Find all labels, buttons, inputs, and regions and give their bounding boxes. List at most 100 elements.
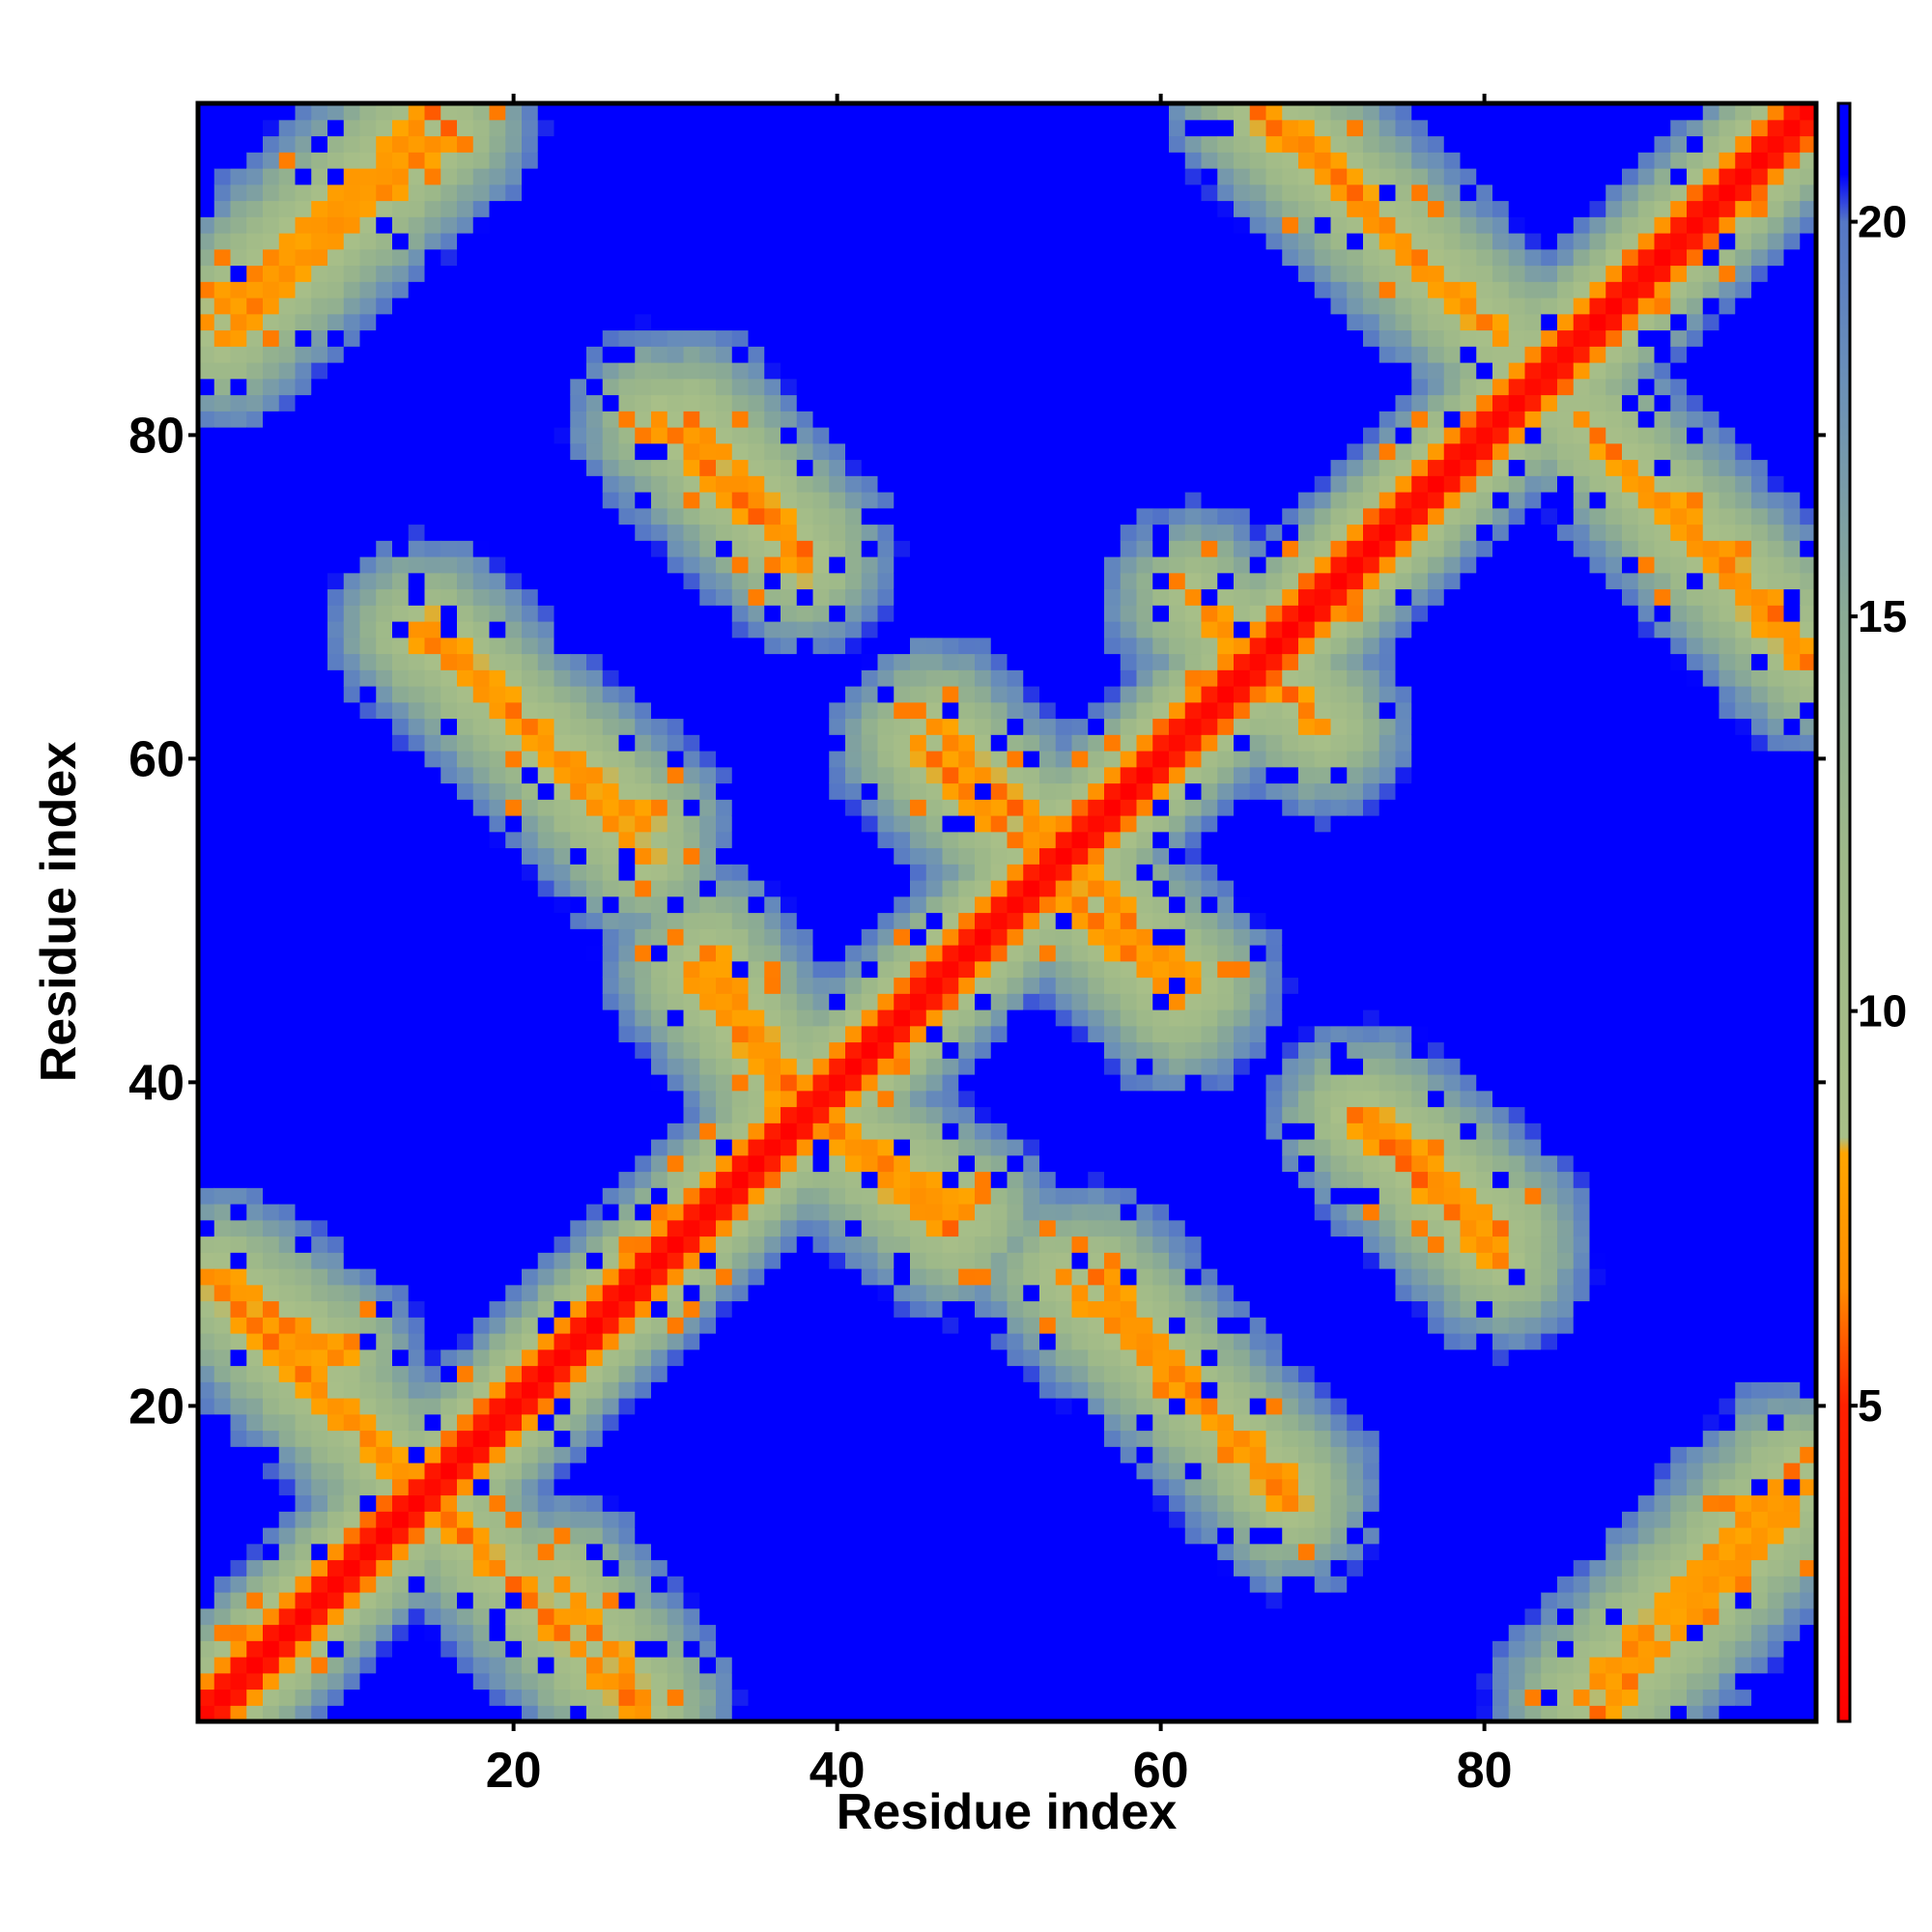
heatmap-cell — [586, 864, 604, 881]
heatmap-cell — [845, 588, 863, 606]
heatmap-cell — [424, 1219, 441, 1237]
heatmap-cell — [796, 669, 814, 687]
heatmap-cell — [327, 1430, 345, 1447]
heatmap-cell — [278, 945, 297, 962]
heatmap-cell — [699, 1154, 717, 1173]
heatmap-cell — [667, 329, 685, 347]
heatmap-cell — [263, 200, 280, 217]
heatmap-cell — [764, 1139, 781, 1156]
heatmap-cell — [505, 1657, 523, 1674]
heatmap-cell — [716, 233, 733, 250]
heatmap-cell — [716, 1300, 733, 1318]
heatmap-cell — [457, 1543, 474, 1561]
heatmap-cell — [263, 362, 280, 380]
heatmap-cell — [618, 1187, 636, 1205]
heatmap-cell — [651, 265, 668, 282]
heatmap-cell — [359, 1252, 377, 1269]
heatmap-cell — [586, 1689, 604, 1706]
heatmap-cell — [376, 782, 393, 800]
heatmap-cell — [635, 782, 652, 800]
heatmap-cell — [230, 734, 247, 752]
heatmap-cell — [651, 1154, 668, 1173]
heatmap-cell — [198, 1122, 215, 1140]
heatmap-cell — [925, 669, 944, 687]
heatmap-cell — [570, 1381, 587, 1399]
heatmap-cell — [230, 880, 247, 897]
heatmap-cell — [586, 135, 604, 153]
heatmap-cell — [246, 378, 264, 396]
heatmap-cell — [894, 475, 911, 493]
heatmap-cell — [731, 734, 750, 752]
heatmap-cell — [894, 442, 911, 461]
heatmap-cell — [311, 492, 328, 509]
heatmap-cell — [472, 103, 491, 121]
heatmap-cell — [845, 880, 863, 897]
heatmap-cell — [990, 1139, 1009, 1156]
heatmap-cell — [424, 977, 441, 994]
heatmap-cell — [635, 135, 652, 153]
heatmap-cell — [667, 394, 685, 412]
heatmap-cell — [408, 766, 426, 784]
heatmap-cell — [618, 895, 636, 914]
heatmap-cell — [683, 394, 700, 412]
heatmap-cell — [716, 1413, 733, 1432]
heatmap-cell — [311, 734, 328, 752]
heatmap-cell — [376, 135, 393, 153]
heatmap-cell — [489, 637, 506, 655]
heatmap-cell — [392, 782, 410, 800]
heatmap-cell — [213, 701, 232, 720]
heatmap-cell — [781, 847, 798, 865]
heatmap-cell — [877, 1236, 895, 1253]
heatmap-cell — [440, 1236, 458, 1253]
heatmap-cell — [359, 1592, 377, 1609]
heatmap-cell — [635, 1204, 652, 1221]
heatmap-cell — [958, 734, 976, 752]
heatmap-cell — [910, 475, 927, 493]
heatmap-cell — [812, 1154, 830, 1173]
heatmap-cell — [263, 734, 280, 752]
heatmap-cell — [472, 588, 491, 606]
heatmap-cell — [602, 1478, 620, 1496]
heatmap-cell — [424, 1640, 441, 1658]
heatmap-cell — [213, 1398, 232, 1415]
heatmap-cell — [651, 1317, 668, 1334]
heatmap-cell — [861, 1365, 879, 1382]
heatmap-cell — [618, 993, 636, 1010]
heatmap-cell — [343, 993, 361, 1010]
heatmap-cell — [748, 184, 765, 202]
heatmap-cell — [845, 1527, 863, 1545]
heatmap-cell — [213, 1187, 232, 1205]
heatmap-cell — [861, 1041, 879, 1059]
heatmap-cell — [554, 1009, 571, 1027]
heatmap-cell — [489, 751, 506, 768]
heatmap-cell — [651, 1204, 668, 1221]
heatmap-cell — [359, 1268, 377, 1286]
heatmap-cell — [683, 960, 700, 979]
heatmap-cell — [861, 378, 879, 396]
heatmap-cell — [781, 799, 798, 816]
heatmap-cell — [343, 1122, 361, 1140]
heatmap-cell — [975, 928, 992, 946]
heatmap-cell — [230, 427, 247, 444]
heatmap-cell — [230, 298, 247, 315]
heatmap-cell — [213, 475, 232, 493]
heatmap-cell — [457, 475, 474, 493]
heatmap-cell — [213, 847, 232, 865]
heatmap-cell — [925, 540, 944, 557]
heatmap-cell — [376, 588, 393, 606]
heatmap-cell — [570, 1624, 587, 1641]
heatmap-cell — [343, 1527, 361, 1545]
heatmap-cell — [635, 993, 652, 1010]
heatmap-cell — [894, 718, 911, 735]
heatmap-cell — [910, 847, 927, 865]
heatmap-cell — [958, 1268, 976, 1286]
heatmap-cell — [554, 1025, 571, 1043]
heatmap-cell — [457, 216, 474, 234]
heatmap-cell — [829, 880, 846, 897]
heatmap-cell — [877, 782, 895, 800]
heatmap-cell — [602, 1576, 620, 1593]
heatmap-cell — [958, 492, 976, 509]
heatmap-cell — [829, 298, 846, 315]
heatmap-cell — [731, 119, 750, 137]
heatmap-cell — [246, 766, 264, 784]
